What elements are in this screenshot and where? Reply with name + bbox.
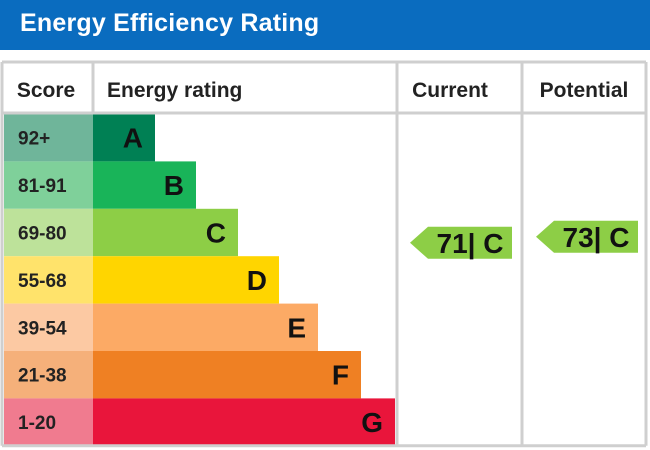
- rating-letter-c: C: [206, 218, 226, 249]
- rating-bar-c: [93, 208, 238, 257]
- rating-letter-e: E: [287, 312, 306, 343]
- header-score: Score: [17, 79, 75, 102]
- rating-bar-g: [93, 398, 395, 446]
- title-bar: Energy Efficiency Rating: [0, 0, 650, 50]
- rating-letter-f: F: [332, 360, 349, 391]
- score-range-g: 1-20: [18, 413, 56, 434]
- score-range-d: 55-68: [18, 271, 67, 292]
- rating-letter-a: A: [123, 123, 143, 154]
- rating-bar-d: [93, 256, 279, 304]
- current-rating-value: 71| C: [437, 228, 504, 259]
- score-cell-e: [4, 303, 93, 351]
- rating-bar-f: [93, 351, 361, 399]
- score-cell-a: [4, 114, 93, 162]
- score-cell-d: [4, 256, 93, 304]
- header-potential: Potential: [540, 79, 629, 102]
- rating-bar-b: [93, 161, 196, 209]
- epc-chart-svg: Score Energy rating Current Potential 92…: [0, 60, 648, 448]
- page-title: Energy Efficiency Rating: [20, 9, 320, 37]
- score-range-c: 69-80: [18, 224, 67, 245]
- score-range-f: 21-38: [18, 366, 67, 387]
- rating-bar-a: [93, 114, 155, 162]
- score-range-b: 81-91: [18, 176, 67, 197]
- current-rating-arrow: [410, 226, 512, 259]
- score-cell-b: [4, 161, 93, 209]
- score-cell-f: [4, 351, 93, 399]
- potential-rating-value: 73| C: [563, 222, 630, 253]
- potential-rating-arrow: [536, 220, 638, 253]
- score-cell-g: [4, 398, 93, 446]
- rating-letter-g: G: [361, 407, 383, 438]
- score-range-e: 39-54: [18, 318, 67, 339]
- score-cell-c: [4, 208, 93, 257]
- rating-bar-e: [93, 303, 318, 351]
- header-energy-rating: Energy rating: [107, 79, 242, 102]
- header-current: Current: [412, 79, 488, 102]
- rating-letter-b: B: [164, 170, 184, 201]
- score-range-a: 92+: [18, 129, 50, 150]
- rating-letter-d: D: [247, 265, 267, 296]
- epc-chart: Score Energy rating Current Potential 92…: [0, 60, 650, 450]
